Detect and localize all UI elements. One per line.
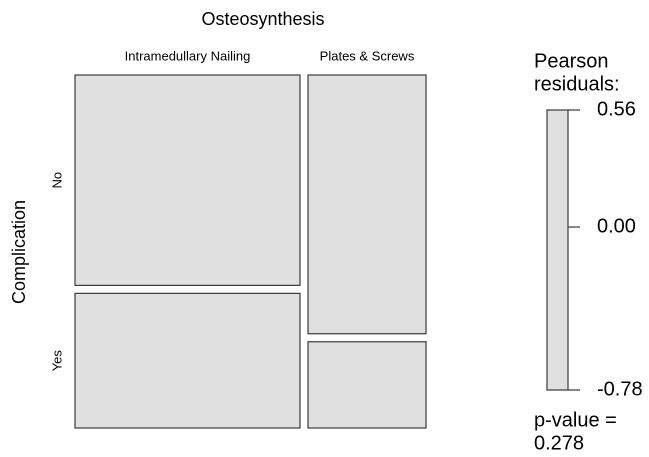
column-label: Plates & Screws — [320, 48, 415, 63]
row-label: Yes — [49, 350, 64, 372]
legend-title: residuals: — [534, 73, 620, 95]
row-label: No — [49, 172, 64, 189]
legend-title: Pearson — [534, 50, 609, 72]
column-label: Intramedullary Nailing — [125, 48, 251, 63]
mosaic-cell — [74, 74, 301, 286]
mosaic-cell — [307, 341, 427, 429]
p-value-label: p-value = — [534, 409, 617, 431]
legend-tick-label: -0.78 — [597, 378, 643, 400]
mosaic-cell — [74, 292, 301, 429]
mosaic-cell — [307, 74, 427, 335]
legend-tick-label: 0.00 — [597, 215, 636, 237]
y-axis-title: Complication — [9, 200, 29, 304]
x-axis-title: Osteosynthesis — [201, 9, 324, 29]
p-value: 0.278 — [534, 432, 584, 454]
legend-bar — [546, 109, 569, 391]
legend-tick-label: 0.56 — [597, 98, 636, 120]
